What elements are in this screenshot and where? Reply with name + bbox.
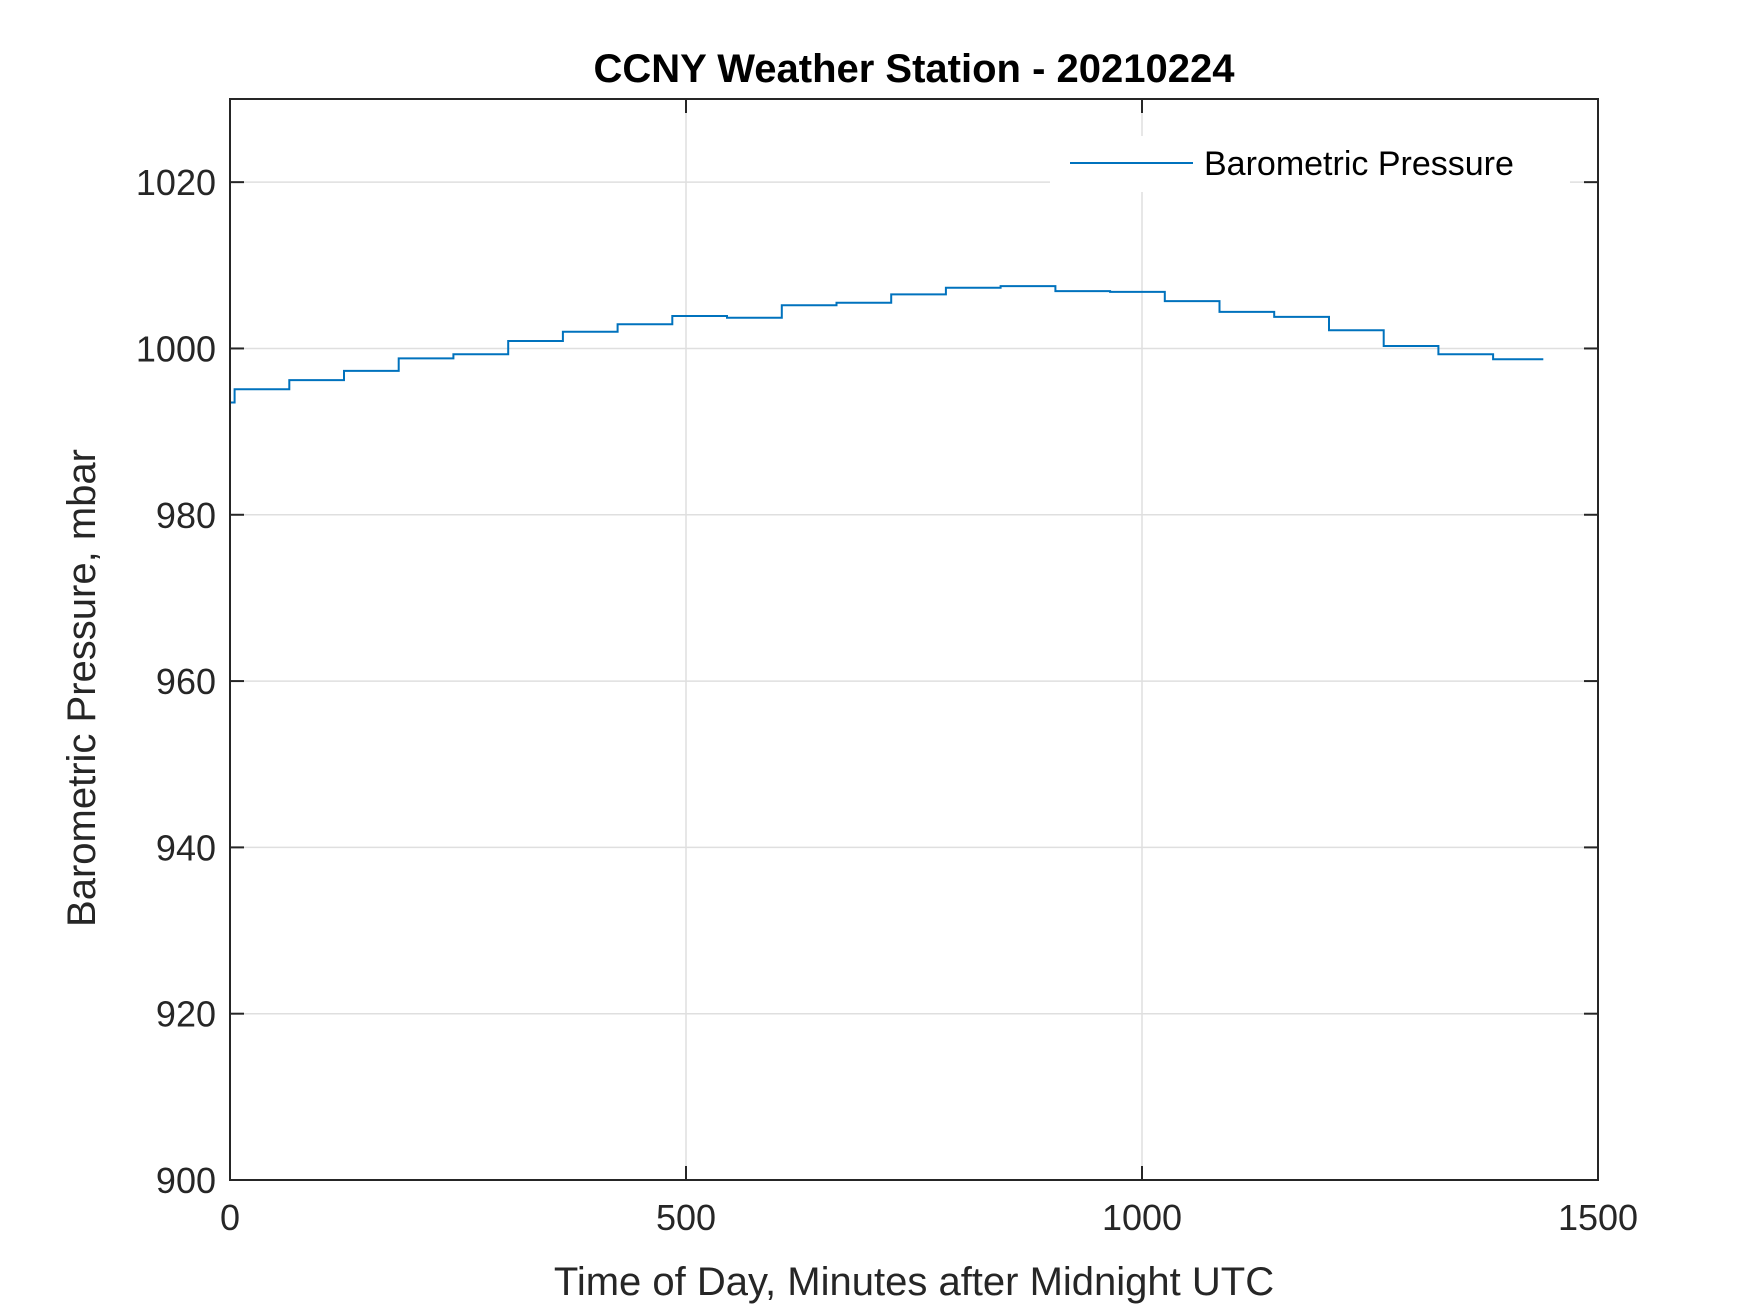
y-tick-label: 900 <box>156 1160 216 1201</box>
plot-frame <box>229 98 1599 1181</box>
y-tick-label: 1000 <box>136 328 216 369</box>
legend: Barometric Pressure <box>1050 136 1570 192</box>
x-tick-label: 1000 <box>1102 1197 1182 1238</box>
legend-label: Barometric Pressure <box>1204 145 1514 183</box>
y-tick-label: 940 <box>156 827 216 868</box>
x-axis-label: Time of Day, Minutes after Midnight UTC <box>554 1260 1274 1304</box>
chart-title: CCNY Weather Station - 20210224 <box>594 47 1236 91</box>
y-tick-label: 980 <box>156 495 216 536</box>
y-tick-label: 1020 <box>136 162 216 203</box>
ticks <box>229 99 1599 1181</box>
grid <box>230 99 1598 1180</box>
y-tick-label: 920 <box>156 994 216 1035</box>
x-tick-label: 0 <box>220 1197 240 1238</box>
x-tick-label: 1500 <box>1558 1197 1638 1238</box>
y-tick-label: 960 <box>156 661 216 702</box>
series-layer <box>230 285 1544 404</box>
x-tick-label: 500 <box>656 1197 716 1238</box>
y-axis-label: Barometric Pressure, mbar <box>60 449 104 927</box>
tick-labels: 0 500 1000 1500 900 920 940 960 980 1000 1020 <box>136 162 1638 1238</box>
series-line <box>230 285 1544 404</box>
